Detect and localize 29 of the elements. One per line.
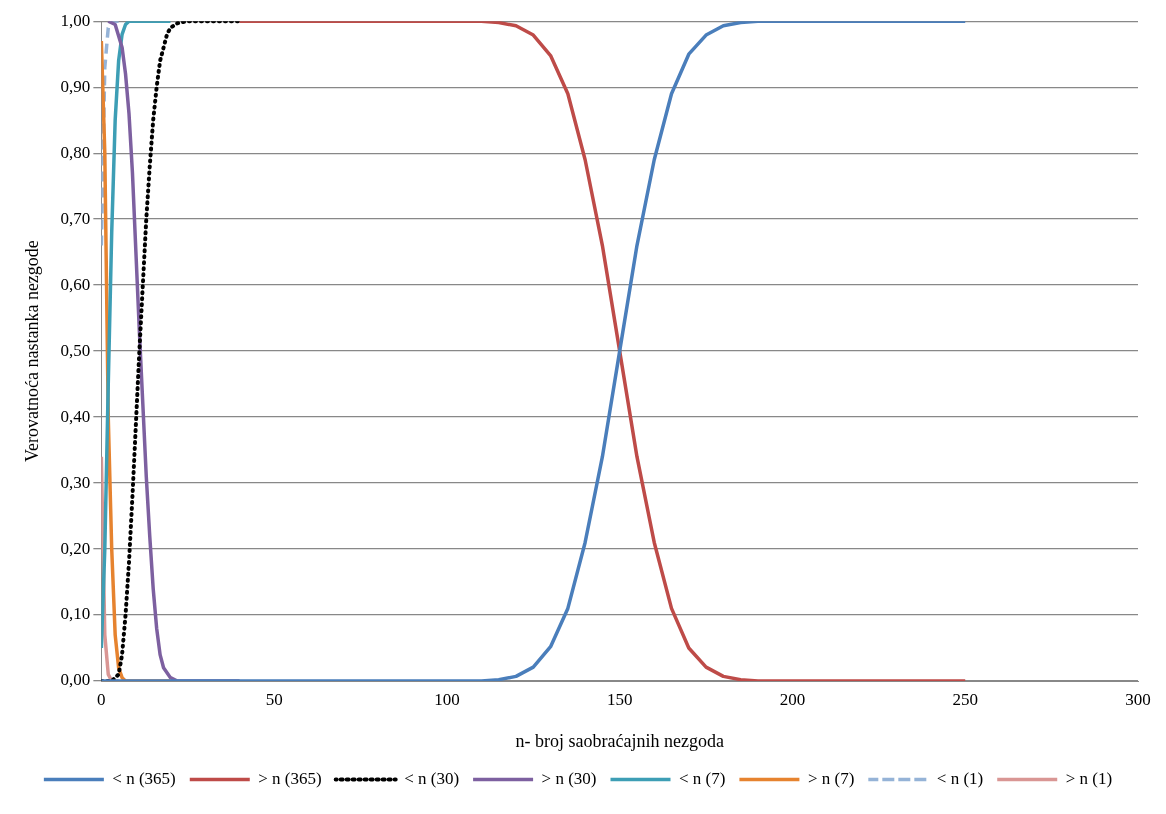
line-series bbox=[101, 21, 121, 248]
legend-label: < n (7) bbox=[679, 768, 726, 788]
y-tick-label: 0,90 bbox=[60, 76, 91, 96]
y-tick-label: 0,80 bbox=[60, 142, 91, 162]
y-tick-label: 1,00 bbox=[60, 10, 91, 30]
y-axis-title: Verovatnoća nastanka nezgode bbox=[21, 240, 42, 463]
y-tick-label: 0,10 bbox=[60, 604, 91, 624]
legend-label: > n (7) bbox=[807, 768, 855, 788]
x-tick-label: 200 bbox=[779, 689, 806, 709]
x-tick-label: 250 bbox=[952, 689, 978, 709]
legend-label: < n (30) bbox=[404, 768, 460, 788]
y-tick-label: 0,50 bbox=[60, 340, 91, 360]
y-tick-label: 0,00 bbox=[60, 670, 91, 690]
y-tick-label: 0,30 bbox=[60, 472, 91, 492]
x-axis-title: n- broj saobraćajnih nezgoda bbox=[515, 730, 724, 751]
y-tick-label: 0,20 bbox=[60, 538, 91, 558]
legend-label: > n (365) bbox=[258, 768, 322, 788]
y-tick-label: 0,60 bbox=[60, 274, 91, 294]
y-tick-label: 0,70 bbox=[60, 208, 91, 228]
legend-label: > n (1) bbox=[1065, 768, 1113, 788]
x-tick-label: 100 bbox=[434, 689, 460, 709]
legend-label: < n (1) bbox=[936, 768, 984, 788]
legend-label: > n (30) bbox=[541, 768, 597, 788]
x-tick-label: 300 bbox=[1125, 689, 1151, 709]
x-tick-label: 0 bbox=[97, 689, 106, 709]
y-tick-label: 0,40 bbox=[60, 406, 91, 426]
legend-label: < n (365) bbox=[112, 768, 176, 788]
x-tick-label: 50 bbox=[265, 689, 283, 709]
x-tick-label: 150 bbox=[606, 689, 633, 709]
